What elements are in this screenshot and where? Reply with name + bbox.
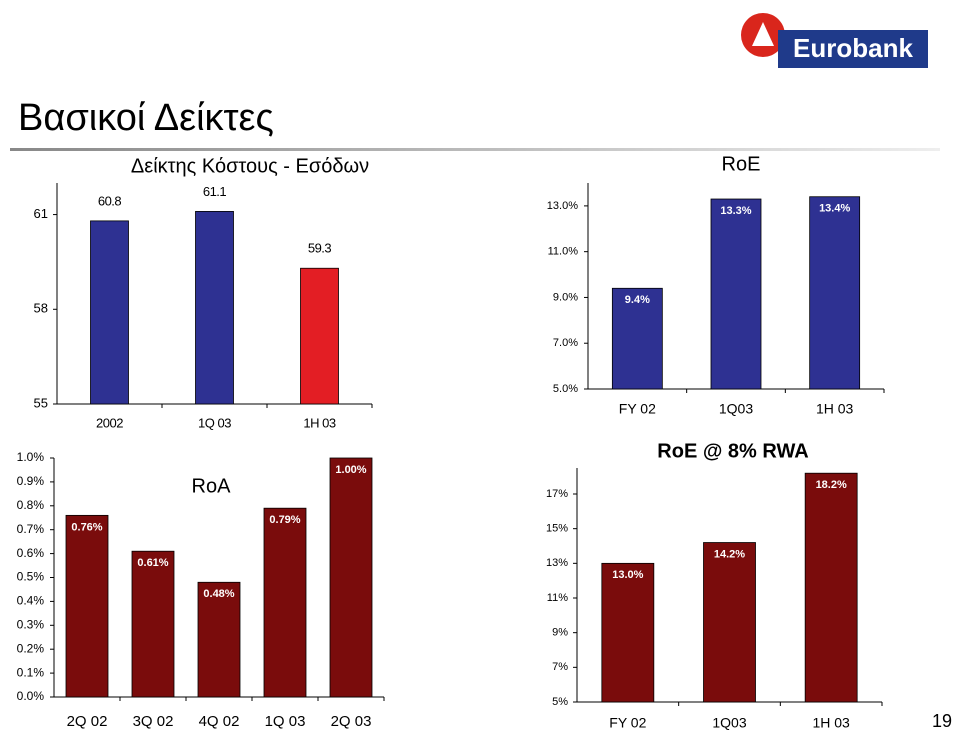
bar	[611, 287, 663, 390]
x-tick-label: 1H 03	[303, 415, 335, 430]
x-tick-label: 2Q 02	[67, 713, 108, 730]
bar	[329, 457, 373, 698]
y-tick-label: 13%	[546, 557, 568, 569]
y-tick-label: 7.0%	[553, 337, 578, 349]
value-label: 61.1	[203, 184, 227, 199]
value-label: 0.48%	[203, 588, 234, 600]
value-label: 14.2%	[714, 548, 745, 560]
y-tick-label: 0.1%	[17, 665, 45, 679]
y-tick-label: 13.0%	[547, 200, 578, 212]
slide-title: Βασικοί Δείκτες	[18, 97, 274, 139]
y-tick-label: 15%	[546, 523, 568, 535]
bar	[300, 267, 339, 405]
value-label: 59.3	[308, 241, 332, 256]
value-label: 13.3%	[720, 205, 751, 217]
x-tick-label: 1Q 03	[198, 415, 231, 430]
y-tick-label: 55	[34, 395, 48, 410]
bar	[90, 220, 129, 405]
y-tick-label: 58	[34, 301, 48, 316]
logo-box	[778, 30, 928, 68]
bar	[65, 514, 109, 698]
page-number: 19	[932, 711, 952, 731]
logo: Eurobank	[741, 13, 928, 68]
y-tick-label: 0.6%	[17, 546, 45, 560]
y-tick-label: 0.3%	[17, 617, 45, 631]
x-tick-label: 2002	[96, 415, 123, 430]
y-tick-label: 9.0%	[553, 291, 578, 303]
value-label: 13.0%	[612, 569, 643, 581]
x-tick-label: 1H 03	[812, 715, 850, 731]
y-tick-label: 9%	[552, 627, 568, 639]
y-tick-label: 0.7%	[17, 522, 45, 536]
y-tick-label: 7%	[552, 661, 568, 673]
x-tick-label: 1Q 03	[265, 713, 306, 730]
y-tick-label: 0.9%	[17, 474, 45, 488]
value-label: 0.61%	[137, 557, 168, 569]
value-label: 0.79%	[269, 514, 300, 526]
value-label: 60.8	[98, 193, 122, 208]
y-tick-label: 0.5%	[17, 570, 45, 584]
x-tick-label: 1Q03	[712, 715, 746, 731]
logo-text: Eurobank	[793, 33, 913, 63]
bar	[809, 196, 861, 390]
y-tick-label: 5.0%	[553, 383, 578, 395]
x-tick-label: 1H 03	[816, 401, 854, 417]
chart-title: RoE	[722, 153, 761, 175]
bar	[601, 562, 655, 703]
x-tick-label: FY 02	[609, 715, 646, 731]
x-tick-label: 2Q 03	[331, 713, 372, 730]
y-tick-label: 17%	[546, 488, 568, 500]
value-label: 9.4%	[625, 294, 650, 306]
x-tick-label: 4Q 02	[199, 713, 240, 730]
y-tick-label: 5%	[552, 696, 568, 708]
bar	[197, 581, 241, 698]
x-tick-label: 3Q 02	[133, 713, 174, 730]
logo-emblem-mark	[752, 22, 774, 46]
x-tick-label: 1Q03	[719, 401, 753, 417]
y-tick-label: 0.2%	[17, 641, 45, 655]
bar	[131, 550, 175, 698]
chart-title: RoA	[192, 475, 232, 497]
y-tick-label: 61	[34, 206, 48, 221]
x-tick-label: FY 02	[619, 401, 656, 417]
chart-title: RoE @ 8% RWA	[657, 440, 808, 462]
value-label: 1.00%	[335, 464, 366, 476]
chart-title: Δείκτης Κόστους - Εσόδων	[131, 155, 369, 177]
y-tick-label: 0.8%	[17, 498, 45, 512]
value-label: 18.2%	[816, 479, 847, 491]
y-tick-label: 11%	[547, 592, 568, 604]
title-rule	[10, 148, 940, 151]
y-tick-label: 1.0%	[17, 450, 45, 464]
bar	[195, 211, 234, 405]
value-label: 0.76%	[71, 521, 102, 533]
bar	[703, 542, 756, 703]
bar	[263, 507, 307, 698]
y-tick-label: 0.4%	[17, 594, 45, 608]
y-tick-label: 0.0%	[17, 689, 45, 703]
bar	[710, 198, 762, 390]
y-tick-label: 11.0%	[548, 246, 579, 258]
value-label: 13.4%	[819, 203, 850, 215]
bar	[804, 472, 858, 703]
